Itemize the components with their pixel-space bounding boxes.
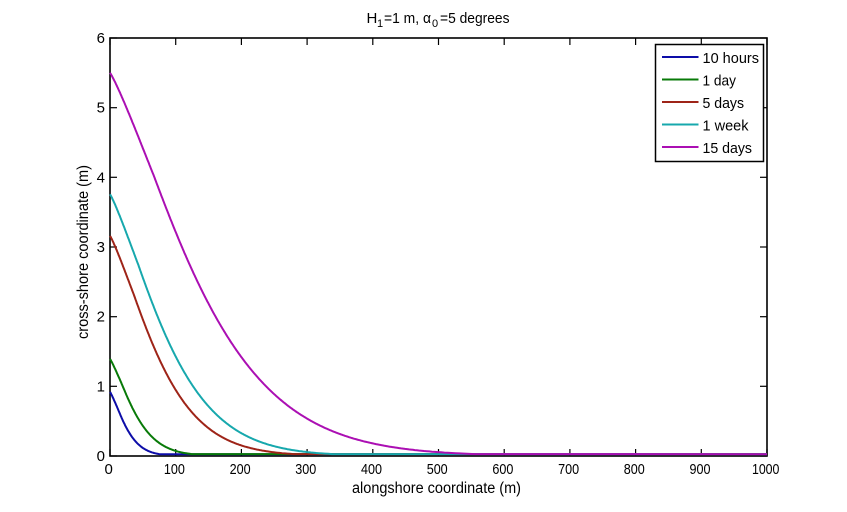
svg-text:=5 degrees: =5 degrees bbox=[440, 10, 510, 27]
svg-text:500: 500 bbox=[427, 461, 448, 478]
svg-text:1000: 1000 bbox=[752, 461, 780, 478]
svg-text:700: 700 bbox=[558, 461, 579, 478]
svg-text:600: 600 bbox=[492, 461, 513, 478]
svg-text:5: 5 bbox=[97, 100, 105, 117]
svg-text:H: H bbox=[367, 10, 378, 27]
svg-text:5 days: 5 days bbox=[703, 95, 745, 112]
svg-text:10 hours: 10 hours bbox=[703, 50, 760, 67]
svg-text:800: 800 bbox=[624, 461, 645, 478]
svg-text:400: 400 bbox=[361, 461, 382, 478]
svg-text:2: 2 bbox=[97, 309, 105, 326]
svg-text:1 week: 1 week bbox=[703, 118, 749, 135]
svg-text:900: 900 bbox=[690, 461, 711, 478]
svg-text:1: 1 bbox=[97, 378, 105, 395]
svg-text:=1 m, α: =1 m, α bbox=[384, 10, 431, 27]
svg-text:4: 4 bbox=[97, 169, 105, 186]
svg-text:1: 1 bbox=[377, 18, 383, 30]
svg-text:0: 0 bbox=[432, 18, 438, 30]
svg-text:6: 6 bbox=[97, 30, 105, 47]
svg-text:0: 0 bbox=[97, 448, 105, 465]
svg-text:3: 3 bbox=[97, 239, 105, 256]
svg-text:300: 300 bbox=[295, 461, 316, 478]
svg-text:0: 0 bbox=[105, 461, 113, 478]
svg-text:cross-shore coordinate (m): cross-shore coordinate (m) bbox=[75, 165, 92, 339]
svg-text:100: 100 bbox=[164, 461, 185, 478]
svg-text:1 day: 1 day bbox=[703, 73, 737, 90]
svg-text:15 days: 15 days bbox=[703, 140, 753, 157]
svg-text:alongshore coordinate (m): alongshore coordinate (m) bbox=[352, 480, 521, 497]
svg-text:200: 200 bbox=[230, 461, 251, 478]
